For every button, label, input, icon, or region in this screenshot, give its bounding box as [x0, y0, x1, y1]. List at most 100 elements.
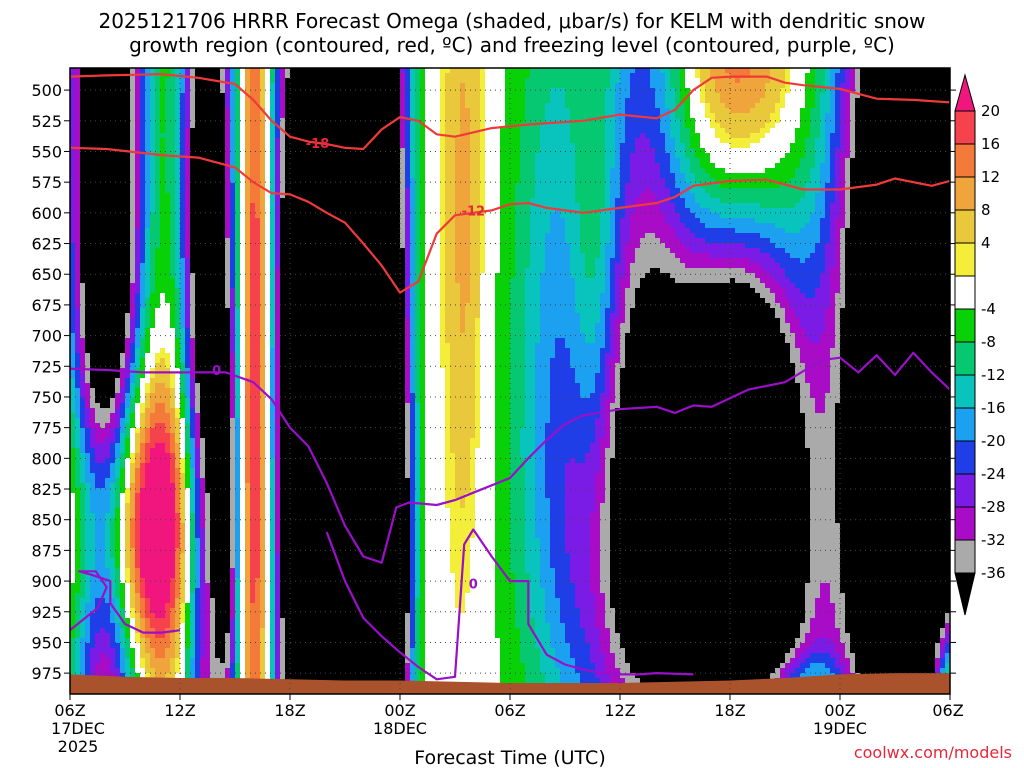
omega-cell [470, 488, 475, 493]
omega-cell [70, 248, 75, 253]
omega-cell [70, 413, 75, 418]
omega-cell [420, 248, 425, 253]
omega-cell [250, 368, 260, 373]
omega-cell [200, 548, 205, 553]
omega-cell [170, 378, 175, 383]
omega-cell [825, 408, 835, 413]
omega-cell [230, 213, 235, 218]
omega-cell [140, 418, 145, 423]
omega-cell [845, 253, 950, 258]
omega-cell [275, 253, 280, 258]
omega-cell [465, 98, 480, 103]
omega-cell [630, 263, 685, 268]
omega-cell [135, 273, 140, 278]
omega-cell [70, 298, 75, 303]
omega-cell [850, 143, 855, 148]
omega-cell [135, 463, 140, 468]
omega-cell [130, 158, 135, 163]
omega-cell [400, 108, 405, 113]
omega-cell [495, 343, 510, 348]
omega-cell [280, 338, 405, 343]
omega-cell [160, 138, 165, 143]
omega-cell [620, 148, 635, 153]
omega-cell [775, 278, 790, 283]
omega-cell [225, 293, 230, 298]
omega-cell [125, 438, 130, 443]
omega-cell [130, 83, 135, 88]
omega-cell [405, 278, 410, 283]
omega-cell [135, 338, 140, 343]
omega-cell [130, 378, 135, 383]
omega-cell [465, 503, 475, 508]
omega-cell [405, 328, 410, 333]
omega-cell [235, 403, 240, 408]
omega-cell [410, 238, 415, 243]
omega-cell [245, 298, 250, 303]
omega-cell [260, 368, 265, 373]
omega-cell [75, 198, 80, 203]
omega-cell [105, 543, 110, 548]
omega-cell [650, 268, 660, 273]
omega-cell [685, 203, 700, 208]
omega-cell [235, 153, 240, 158]
omega-cell [85, 358, 90, 363]
omega-cell [130, 513, 135, 518]
omega-cell [195, 463, 200, 468]
omega-cell [465, 88, 480, 93]
omega-cell [410, 318, 415, 323]
omega-cell [405, 438, 410, 443]
omega-cell [70, 193, 75, 198]
omega-cell [245, 208, 250, 213]
omega-cell [480, 103, 485, 108]
omega-cell [205, 543, 210, 548]
omega-cell [125, 488, 130, 493]
omega-cell [210, 538, 230, 543]
omega-cell [70, 108, 75, 113]
omega-cell [825, 193, 835, 198]
omega-cell [625, 188, 645, 193]
omega-cell [140, 93, 145, 98]
omega-cell [415, 128, 420, 133]
omega-cell [615, 143, 620, 148]
omega-cell [445, 458, 455, 463]
omega-cell [275, 108, 280, 113]
omega-cell [610, 503, 810, 508]
omega-cell [70, 308, 75, 313]
omega-cell [535, 478, 545, 483]
omega-cell [845, 303, 950, 308]
omega-cell [150, 293, 160, 298]
omega-cell [145, 113, 150, 118]
omega-cell [175, 553, 180, 558]
omega-cell [575, 168, 605, 173]
omega-cell [170, 323, 175, 328]
omega-cell [275, 373, 280, 378]
omega-cell [420, 408, 425, 413]
omega-cell [275, 323, 280, 328]
omega-cell [415, 243, 420, 248]
omega-cell [190, 548, 195, 553]
omega-cell [190, 293, 195, 298]
omega-cell [230, 483, 235, 488]
omega-cell [630, 163, 660, 168]
omega-cell [230, 73, 235, 78]
omega-cell [525, 458, 535, 463]
omega-cell [275, 318, 280, 323]
omega-cell [280, 468, 405, 473]
omega-cell [85, 448, 95, 453]
omega-cell [260, 553, 265, 558]
omega-cell [260, 488, 265, 493]
omega-cell [850, 158, 950, 163]
omega-cell [120, 433, 125, 438]
omega-cell [830, 238, 835, 243]
omega-cell [150, 313, 155, 318]
omega-cell [85, 328, 125, 333]
omega-cell [850, 93, 860, 98]
omega-cell [775, 258, 800, 263]
omega-cell [605, 463, 610, 468]
omega-cell [480, 248, 485, 253]
omega-cell [270, 158, 275, 163]
omega-cell [510, 513, 525, 518]
omega-cell [495, 363, 510, 368]
omega-cell [275, 168, 280, 173]
omega-cell [565, 523, 590, 528]
